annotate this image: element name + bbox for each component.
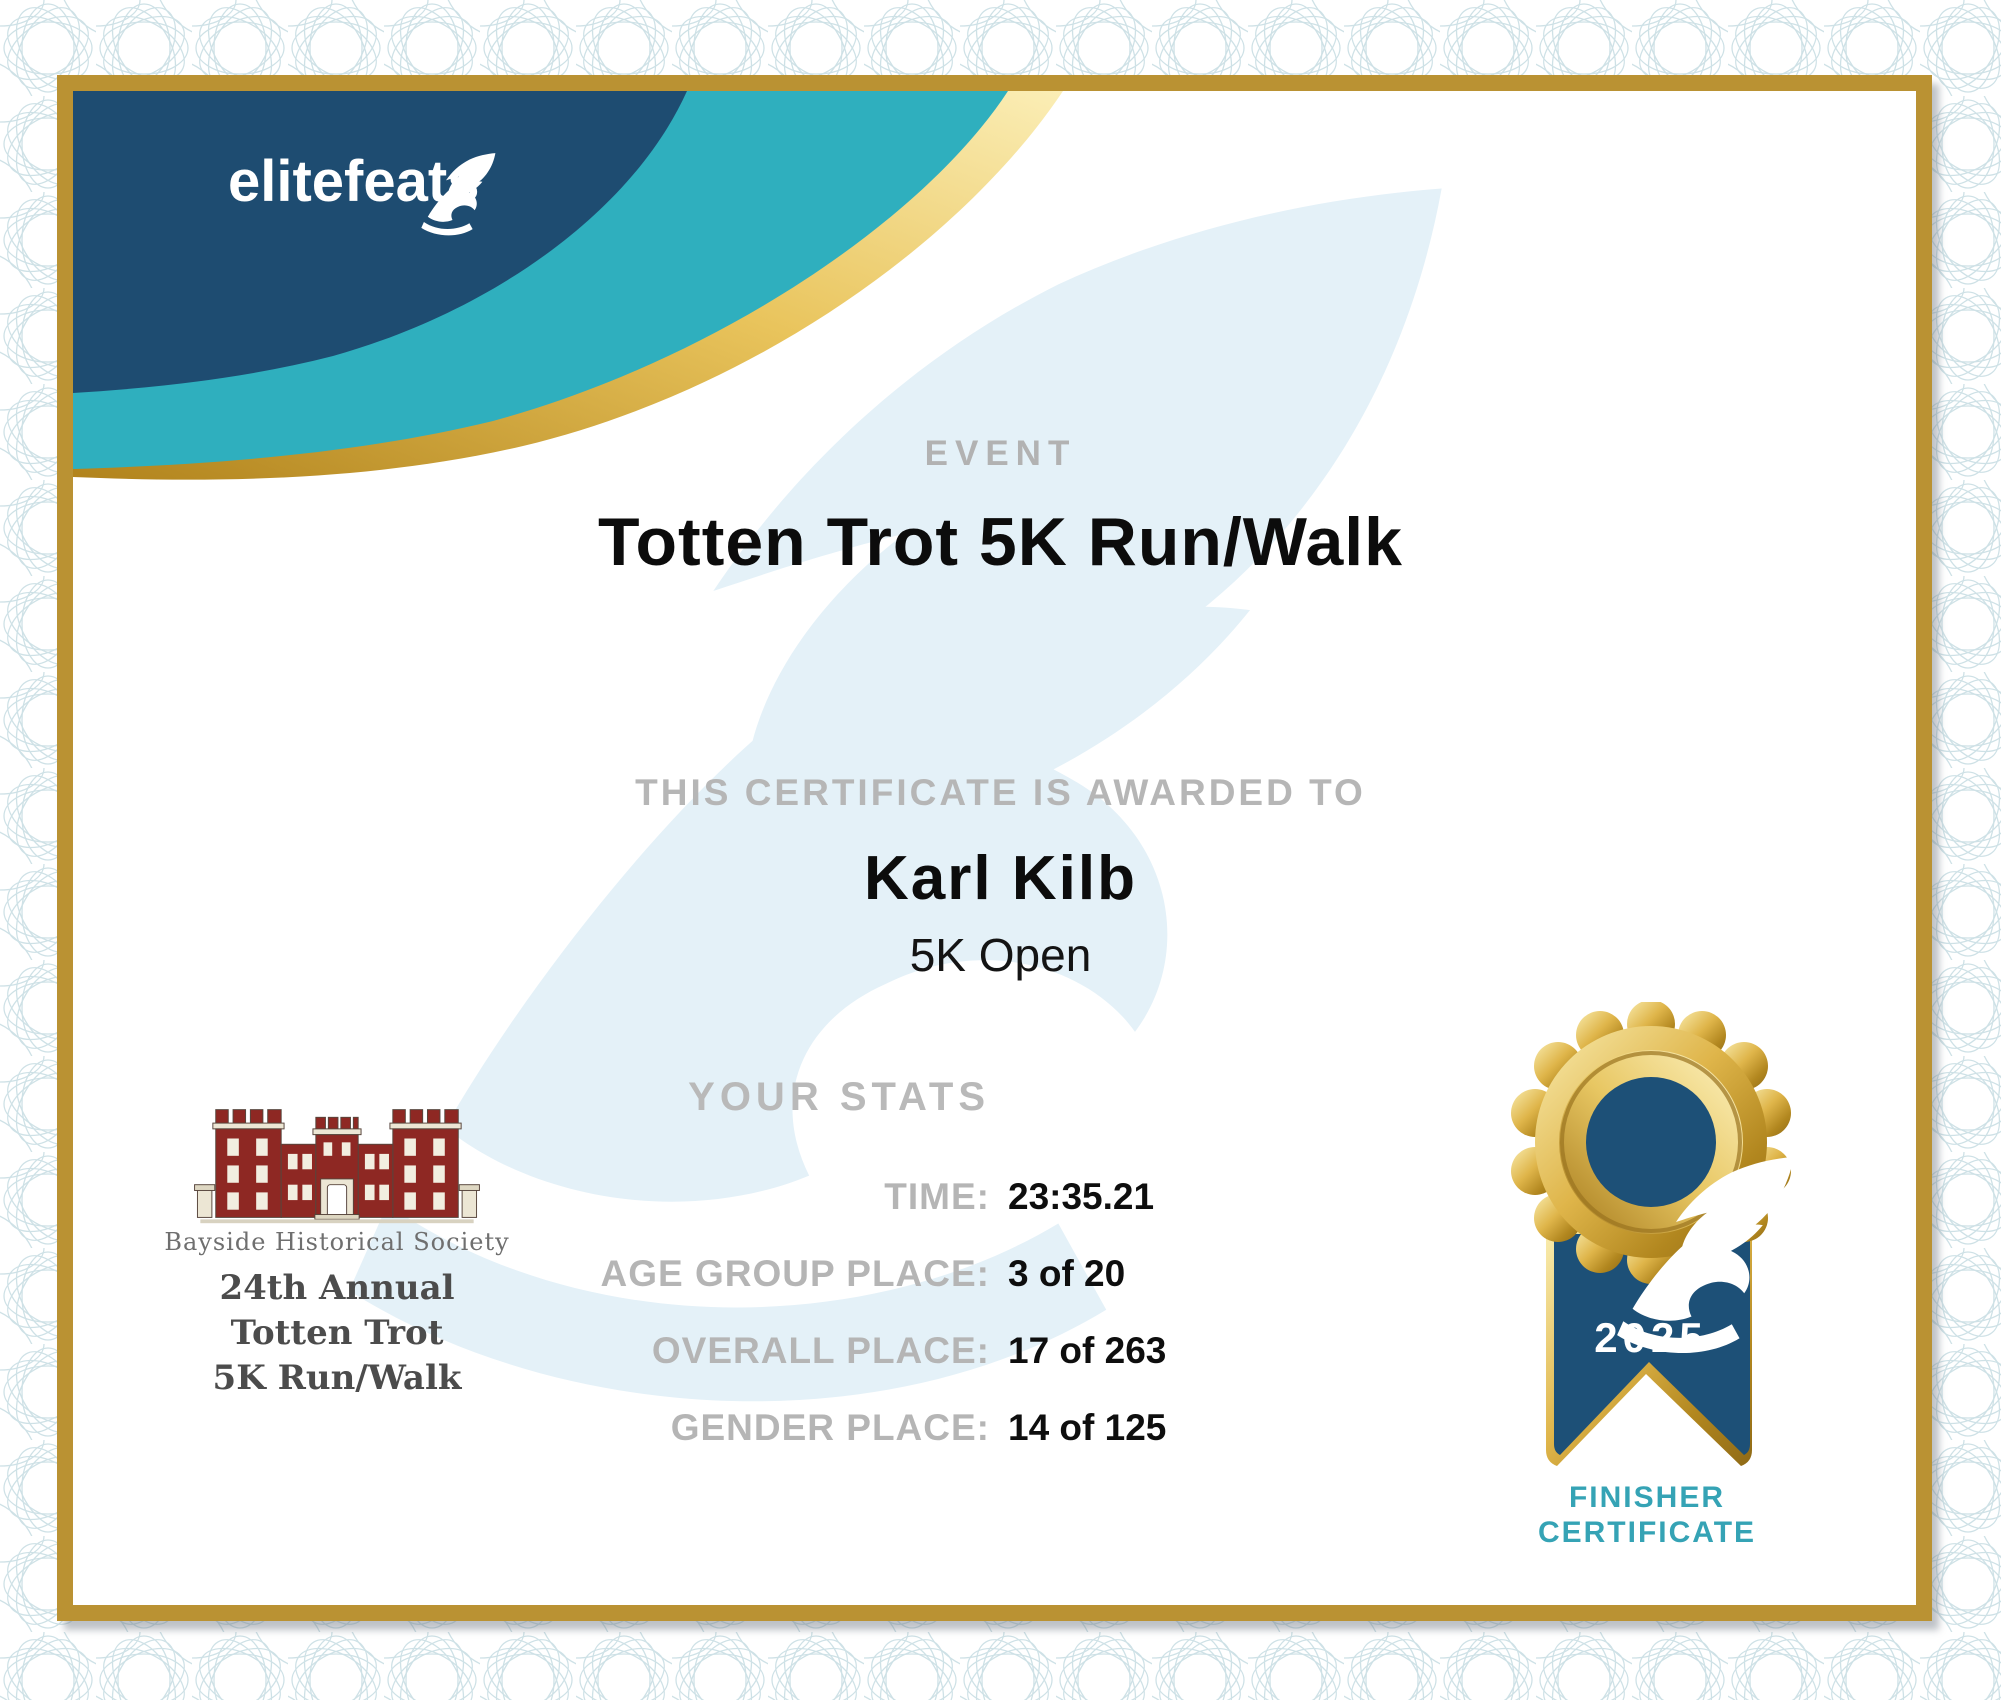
elitefeats-winged-foot-icon — [420, 136, 498, 256]
finisher-caption: FINISHER CERTIFICATE — [1457, 1480, 1837, 1550]
division-name: 5K Open — [909, 929, 1092, 981]
stat-value-overall-place: 17 of 263 — [1008, 1330, 1167, 1371]
recipient-name: Karl Kilb — [864, 844, 1137, 913]
stats-title: YOUR STATS — [688, 1075, 990, 1119]
finisher-caption-line1: FINISHER — [1568, 1481, 1725, 1514]
awarded-to-label: THIS CERTIFICATE IS AWARDED TO — [635, 772, 1366, 813]
host-event-line: 5K Run/Walk — [212, 1358, 462, 1398]
stat-label-age-group-place: AGE GROUP PLACE — [420, 1251, 990, 1296]
stat-label-gender-place: GENDER PLACE — [420, 1405, 990, 1450]
finisher-caption-line2: CERTIFICATE — [1537, 1516, 1757, 1549]
stat-value-gender-place: 14 of 125 — [1008, 1407, 1167, 1448]
host-event-line: 24th Annual — [219, 1268, 455, 1308]
host-event-line: Totten Trot — [230, 1313, 444, 1353]
host-event-title: 24th Annual Totten Trot 5K Run/Walk — [137, 1266, 537, 1401]
stat-value-time: 23:35.21 — [1008, 1176, 1155, 1217]
finisher-medal-icon: 2025 — [1511, 1002, 1801, 1466]
event-label: EVENT — [924, 434, 1077, 473]
stat-value-age-group-place: 3 of 20 — [1008, 1253, 1126, 1294]
ribbon: 2025 — [1546, 1232, 1752, 1466]
stats-table: TIME 23:35.21 AGE GROUP PLACE 3 of 20 OV… — [420, 1174, 1167, 1450]
historical-society-building-illustration — [194, 1109, 480, 1224]
event-name: Totten Trot 5K Run/Walk — [598, 504, 1403, 580]
host-org-name: Bayside Historical Society — [164, 1228, 510, 1256]
stat-label-overall-place: OVERALL PLACE — [420, 1328, 990, 1373]
stat-label-time: TIME — [420, 1174, 990, 1219]
